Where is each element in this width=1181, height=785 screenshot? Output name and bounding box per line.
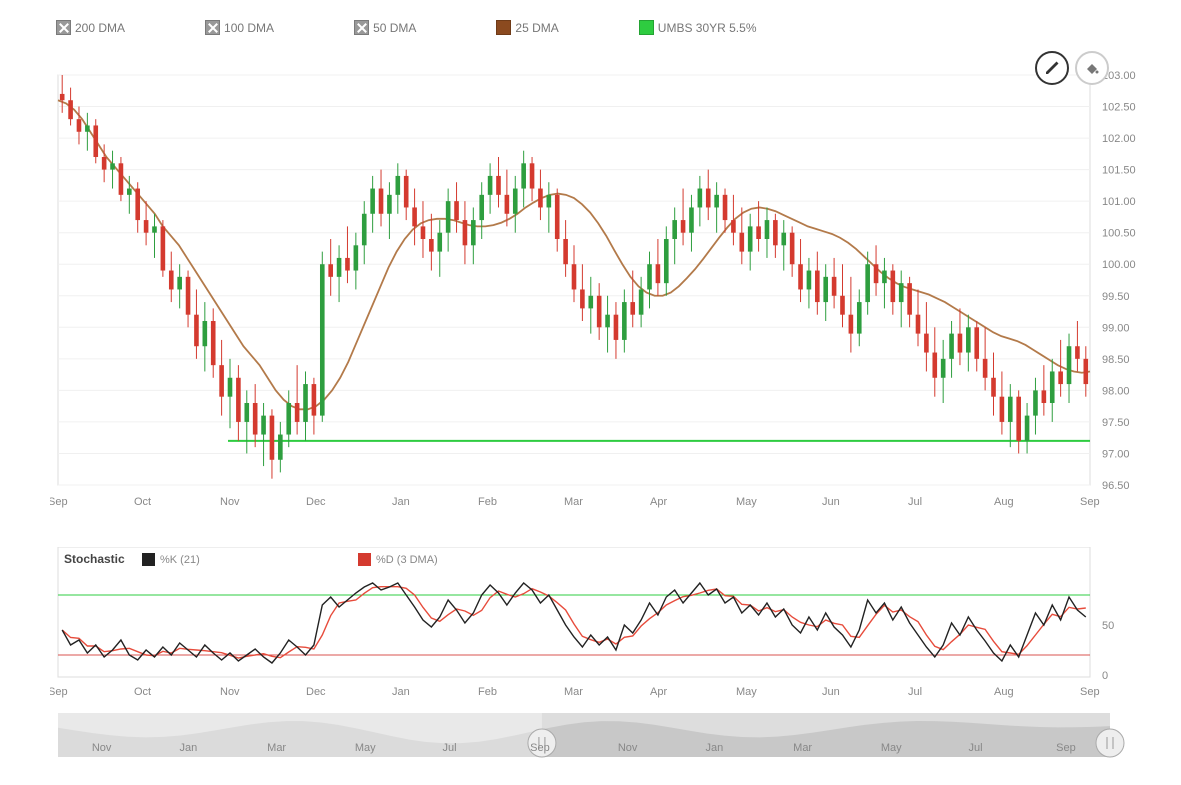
svg-text:Mar: Mar xyxy=(564,496,583,508)
stochastic-panel: Stochastic %K (21) %D (3 DMA) 0 50 Sep Oct Nov D… xyxy=(50,547,1171,707)
eraser-tool-button[interactable] xyxy=(1075,51,1109,85)
svg-text:Jan: Jan xyxy=(706,742,724,754)
svg-text:99.00: 99.00 xyxy=(1102,322,1130,334)
svg-text:101.00: 101.00 xyxy=(1102,196,1136,208)
svg-text:Feb: Feb xyxy=(478,686,497,698)
navigator-panel: Nov Jan Mar May Jul Sep Nov Jan Mar May Jul Sep xyxy=(50,713,1171,775)
legend-200dma[interactable]: 200 DMA xyxy=(56,20,125,35)
legend-label: UMBS 30YR 5.5% xyxy=(658,21,757,35)
svg-text:98.00: 98.00 xyxy=(1102,385,1130,397)
legend-label: 25 DMA xyxy=(515,21,558,35)
price-chart: 103.00102.50102.00101.50101.00100.50100.… xyxy=(50,45,1171,545)
disabled-swatch-icon xyxy=(56,20,71,35)
svg-text:98.50: 98.50 xyxy=(1102,354,1130,366)
svg-text:Nov: Nov xyxy=(618,742,638,754)
svg-text:97.00: 97.00 xyxy=(1102,448,1130,460)
legend-25dma[interactable]: 25 DMA xyxy=(496,20,558,35)
svg-text:Jan: Jan xyxy=(392,496,410,508)
stochastic-svg[interactable]: Stochastic %K (21) %D (3 DMA) 0 50 Sep Oct Nov D… xyxy=(50,547,1180,707)
svg-text:Sep: Sep xyxy=(50,686,68,698)
svg-text:Nov: Nov xyxy=(92,742,112,754)
svg-text:Jul: Jul xyxy=(908,686,922,698)
svg-text:102.00: 102.00 xyxy=(1102,133,1136,145)
svg-text:97.50: 97.50 xyxy=(1102,417,1130,429)
svg-text:Jul: Jul xyxy=(443,742,457,754)
svg-text:Stochastic: Stochastic xyxy=(64,552,125,566)
svg-text:%K (21): %K (21) xyxy=(160,554,200,566)
navigator-svg[interactable]: Nov Jan Mar May Jul Sep Nov Jan Mar May Jul Sep xyxy=(50,713,1180,775)
svg-text:Aug: Aug xyxy=(994,496,1014,508)
svg-text:Oct: Oct xyxy=(134,686,151,698)
svg-text:Jan: Jan xyxy=(392,686,410,698)
legend-label: 100 DMA xyxy=(224,21,274,35)
svg-text:Jul: Jul xyxy=(969,742,983,754)
disabled-swatch-icon xyxy=(205,20,220,35)
svg-text:100.00: 100.00 xyxy=(1102,259,1136,271)
svg-text:May: May xyxy=(355,742,376,754)
svg-text:96.50: 96.50 xyxy=(1102,480,1130,492)
paint-bucket-icon xyxy=(1084,60,1100,76)
svg-text:Sep: Sep xyxy=(530,742,550,754)
legend-label: 200 DMA xyxy=(75,21,125,35)
svg-text:Apr: Apr xyxy=(650,496,667,508)
svg-text:Sep: Sep xyxy=(50,496,68,508)
svg-text:101.50: 101.50 xyxy=(1102,165,1136,177)
svg-text:Jun: Jun xyxy=(822,496,840,508)
legend-series[interactable]: UMBS 30YR 5.5% xyxy=(639,20,757,35)
disabled-swatch-icon xyxy=(354,20,369,35)
legend-label: 50 DMA xyxy=(373,21,416,35)
svg-text:%D (3 DMA): %D (3 DMA) xyxy=(376,554,438,566)
svg-text:Sep: Sep xyxy=(1080,496,1100,508)
svg-text:Sep: Sep xyxy=(1080,686,1100,698)
svg-text:Dec: Dec xyxy=(306,496,326,508)
svg-text:Aug: Aug xyxy=(994,686,1014,698)
svg-text:Jan: Jan xyxy=(180,742,198,754)
svg-text:Nov: Nov xyxy=(220,686,240,698)
pencil-tool-button[interactable] xyxy=(1035,51,1069,85)
color-swatch-icon xyxy=(496,20,511,35)
svg-text:Dec: Dec xyxy=(306,686,326,698)
svg-text:May: May xyxy=(881,742,902,754)
svg-text:Jun: Jun xyxy=(822,686,840,698)
svg-text:0: 0 xyxy=(1102,670,1108,682)
svg-text:Apr: Apr xyxy=(650,686,667,698)
svg-text:99.50: 99.50 xyxy=(1102,291,1130,303)
legend-100dma: 100 DMA xyxy=(205,20,274,35)
svg-text:Feb: Feb xyxy=(478,496,497,508)
pencil-icon xyxy=(1044,60,1060,76)
svg-text:May: May xyxy=(736,496,757,508)
color-swatch-icon xyxy=(639,20,654,35)
svg-text:Jul: Jul xyxy=(908,496,922,508)
svg-text:Mar: Mar xyxy=(267,742,286,754)
svg-text:Mar: Mar xyxy=(793,742,812,754)
svg-text:Nov: Nov xyxy=(220,496,240,508)
svg-text:Oct: Oct xyxy=(134,496,151,508)
svg-text:102.50: 102.50 xyxy=(1102,102,1136,114)
navigator-handle[interactable] xyxy=(1096,729,1124,757)
svg-text:50: 50 xyxy=(1102,620,1114,632)
svg-text:May: May xyxy=(736,686,757,698)
legend-50dma[interactable]: 50 DMA xyxy=(354,20,416,35)
legend: 200 DMA 100 DMA 50 DMA 25 DMA UMBS 30YR … xyxy=(50,20,1171,35)
svg-text:Mar: Mar xyxy=(564,686,583,698)
svg-text:Sep: Sep xyxy=(1056,742,1076,754)
price-chart-svg[interactable]: 103.00102.50102.00101.50101.00100.50100.… xyxy=(50,45,1180,545)
svg-text:100.50: 100.50 xyxy=(1102,228,1136,240)
